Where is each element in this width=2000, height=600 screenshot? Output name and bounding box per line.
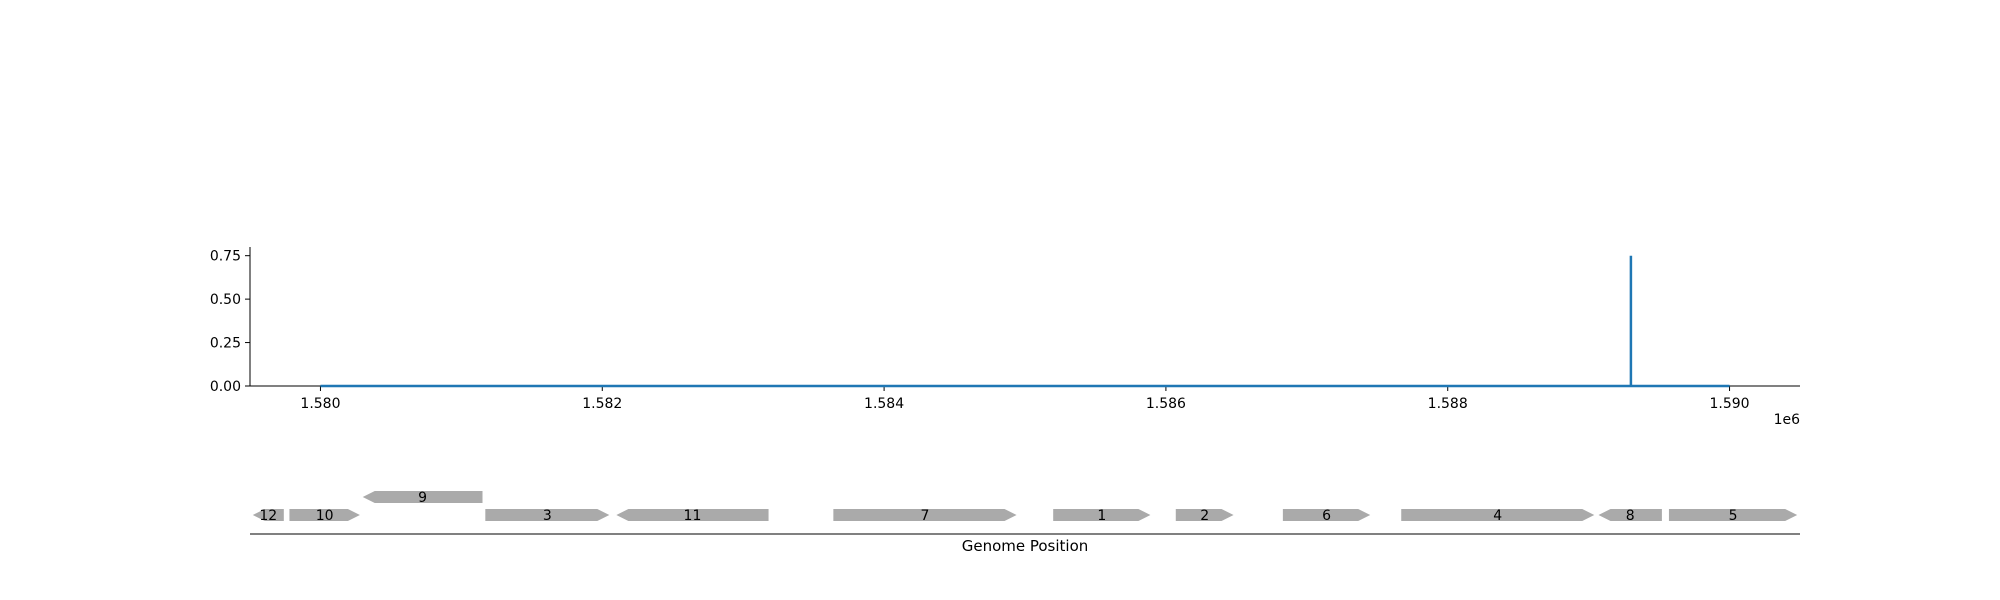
gene-label: 8	[1626, 508, 1635, 524]
gene-label: 4	[1493, 508, 1502, 524]
gene-arrow	[485, 509, 610, 521]
x-tick-label: 1.582	[582, 396, 622, 412]
gene-label: 5	[1729, 508, 1738, 524]
x-tick-label: 1.588	[1428, 396, 1468, 412]
gene-arrow	[833, 509, 1017, 521]
gene-label: 10	[316, 508, 334, 524]
gene-label: 9	[418, 490, 427, 506]
x-tick-label: 1.584	[864, 396, 904, 412]
coverage-series	[320, 255, 1730, 388]
gene-label: 2	[1200, 508, 1209, 524]
gene-label: 7	[920, 508, 929, 524]
x-tick-label: 1.586	[1146, 396, 1186, 412]
gene-arrow	[1401, 509, 1595, 521]
coverage-plot: 0.000.250.500.75 1.580 1.582 1.584 1.586 1.5…	[210, 247, 1800, 428]
x-ticks: 1.580 1.582 1.584 1.586 1.588 1.590	[300, 386, 1750, 412]
gene-arrow	[362, 491, 483, 503]
y-tick-label: 0.50	[210, 292, 241, 308]
y-tick-label: 0.00	[210, 379, 241, 395]
gene-arrow	[1175, 509, 1234, 521]
x-tick-label: 1.590	[1709, 396, 1749, 412]
gene-arrow	[1282, 509, 1371, 521]
gene-arrow	[289, 509, 360, 521]
x-offset-label: 1e6	[1774, 412, 1801, 428]
gene-label: 3	[543, 508, 552, 524]
gene-arrow	[616, 509, 769, 521]
gene-label: 12	[259, 508, 277, 524]
gene-arrow	[252, 509, 284, 521]
y-tick-label: 0.25	[210, 336, 241, 352]
coverage-line	[320, 255, 1730, 388]
y-ticks: 0.00 0.25 0.50 0.75	[210, 249, 250, 395]
gene-label: 6	[1322, 508, 1331, 524]
gene-arrow	[1668, 509, 1798, 521]
y-tick-label: 0.75	[210, 249, 241, 265]
gene-track-xlabel: Genome Position	[962, 537, 1089, 555]
gene-arrow	[1598, 509, 1662, 521]
gene-arrow	[1053, 509, 1151, 521]
x-tick-label: 1.580	[300, 396, 340, 412]
gene-label: 1	[1097, 508, 1106, 524]
gene-label: 11	[684, 508, 702, 524]
